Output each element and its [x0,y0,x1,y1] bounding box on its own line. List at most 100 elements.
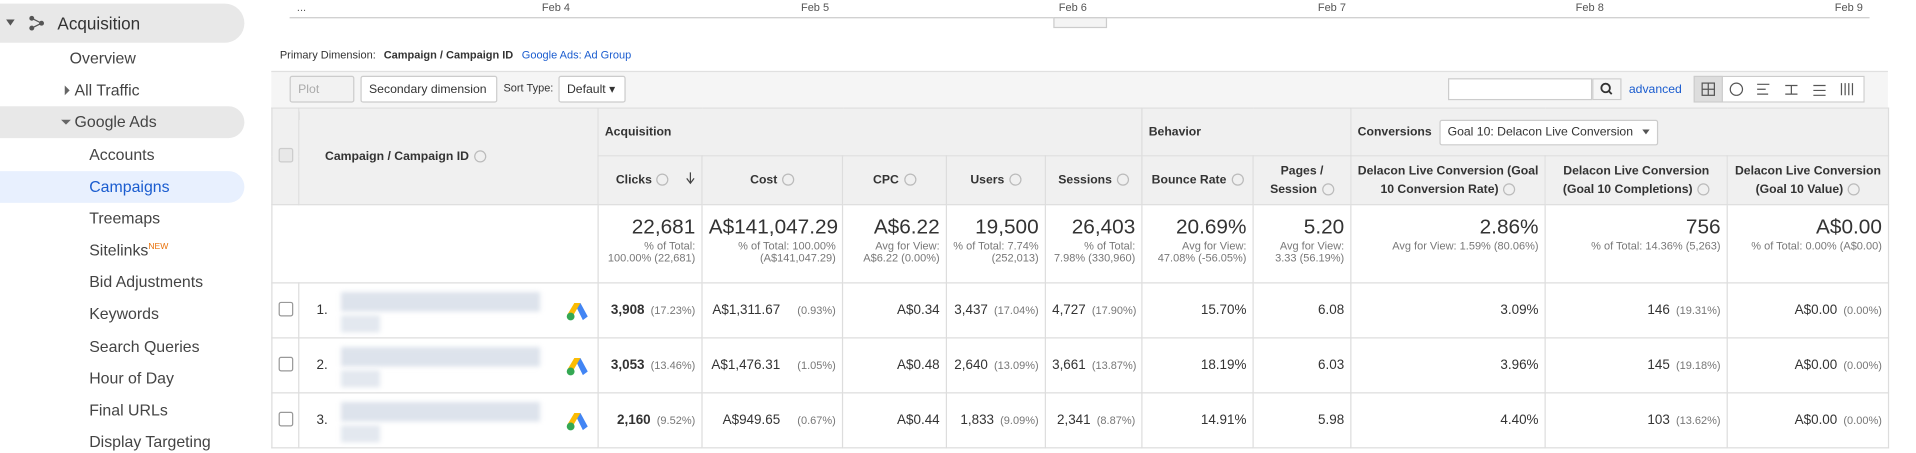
total-value: 19,500 [975,215,1039,239]
metric-share: (0.00%) [1843,359,1882,372]
group-header: Conversions Goal 10: Delacon Live Convers… [1350,107,1890,157]
timeline-handle[interactable] [1053,17,1108,29]
checkbox[interactable] [278,301,294,316]
total-value: 20.69% [1175,215,1247,239]
timeline-label: Feb 5 [800,1,830,14]
column-header[interactable]: Delacon Live Conversion (Goal 10 Convers… [1350,155,1546,206]
secondary-dimension-dropdown[interactable]: Secondary dimension ▾ [360,75,498,123]
total-cell: A$0.00% of Total: 0.00% (A$0.00) [1726,204,1890,284]
nav-item[interactable]: Accounts [89,145,155,164]
column-header[interactable]: Users [945,155,1046,206]
totals-spacer [271,204,599,284]
nav-item[interactable]: Keywords [89,304,159,323]
google-ads-logo [566,301,590,325]
metric-cell: 2,160 (9.52%) [597,392,703,449]
checkbox[interactable] [278,147,294,162]
metric-cell: 2,341 (8.87%) [1044,392,1143,449]
nav-item[interactable]: Bid Adjustments [89,272,204,291]
metric-value: 103 [1647,413,1670,428]
nav-item[interactable]: Treemaps [89,208,161,228]
dimension-header-text: Campaign / Campaign ID [325,149,469,164]
column-header[interactable]: Bounce Rate [1141,155,1254,206]
metric-share: (17.04%) [994,304,1039,317]
metric-value: 4.40% [1500,413,1539,428]
view-switcher[interactable] [1693,75,1865,103]
ads-icon [566,303,588,321]
header-row: Campaign / Campaign ID Acquisition Behavio… [271,107,1890,206]
data-row: 1. 3,908 (17.23%) A$1,311.67 (0.93%) A$0.34 3,… [271,282,1890,339]
dropdown-text: Default [566,83,606,97]
nav-item[interactable]: Search Queries [89,337,200,356]
column-header-text: Delacon Live Conversion (Goal 10 Convers… [1357,164,1539,197]
metric-value: 3,661 [1052,358,1086,373]
caret [61,119,71,125]
nav-item[interactable]: Display Targeting [89,432,211,451]
metric-cell: 1,833 (9.09%) [945,392,1046,449]
search-input[interactable] [1447,78,1593,101]
nav-item[interactable]: Google Ads [74,112,157,131]
metric-value: A$0.48 [897,358,940,373]
column-header[interactable]: CPC [841,155,948,206]
nav-item[interactable]: Campaigns [89,177,170,196]
total-cell: 26,403% of Total: 7.98% (330,960) [1044,204,1143,284]
metric-value: 2,640 [954,358,988,373]
column-header[interactable]: Delacon Live Conversion (Goal 10 Complet… [1544,155,1728,206]
metric-share: (9.09%) [1000,414,1039,427]
nav-item[interactable]: Final URLs [89,400,168,420]
campaign-cell: 1. [298,282,599,339]
metric-cell: A$0.34 [841,282,948,339]
nav-item[interactable]: Overview [69,48,136,68]
new-badge: NEW [148,242,169,252]
plot-rows-button[interactable]: Plot Rows [289,75,355,123]
metric-value: 3,437 [954,303,988,318]
column-header-text: Pages / Session [1270,164,1324,197]
help-icon [1697,183,1710,196]
total-cell: 5.20 Avg for View: 3.33 (56.19%) [1252,204,1352,284]
metric-cell: A$949.65 (0.67%) [701,392,844,449]
goal-dropdown[interactable]: Goal 10: Delacon Live Conversion [1439,119,1659,145]
column-header-text: Clicks [615,173,652,187]
column-header[interactable]: Clicks [597,155,703,206]
checkbox[interactable] [278,356,294,371]
goal-dropdown-text: Goal 10: Delacon Live Conversion [1447,125,1634,139]
data-table: Campaign / Campaign ID Acquisition Behavio… [271,107,1890,449]
column-header[interactable]: Pages / Session [1252,155,1352,206]
nav-item[interactable]: All Traffic [74,80,140,99]
metric-value: 15.70% [1200,303,1247,318]
metric-share: (13.87%) [1091,359,1137,372]
total-cell: A$141,047.29% of Total: 100.00% (A$141,0… [701,204,844,284]
primary-dimension-link[interactable]: Google Ads: Ad Group [521,48,632,62]
sort-type-dropdown[interactable]: Default ▾ [558,75,626,103]
metric-cell: 3,437 (17.04%) [945,282,1046,339]
column-header-text: Users [970,173,1005,187]
column-header[interactable]: Delacon Live Conversion (Goal 10 Value) [1726,155,1890,206]
group-title: Conversions [1357,125,1432,139]
metric-cell: 103 (13.62%) [1544,392,1728,449]
checkbox[interactable] [278,411,294,426]
group-title: Behavior [1148,125,1201,139]
metric-value: 4,727 [1052,303,1086,318]
nav-item[interactable]: SitelinksNEW [89,240,169,260]
advanced-link[interactable]: advanced [1628,83,1682,97]
total-value: 5.20 [1303,215,1345,239]
metric-cell: 3,908 (17.23%) [597,282,703,339]
item-highlight [0,106,245,139]
help-icon [1848,183,1861,196]
metric-cell: 3,661 (13.87%) [1044,337,1143,394]
row-index: 3. [316,413,328,428]
help-icon [782,173,795,187]
row-index: 1. [316,303,328,318]
dropdown-text: Secondary dimension [369,83,487,97]
metric-value: A$0.34 [897,303,940,318]
metric-cell: 6.03 [1252,337,1352,394]
nav-item[interactable]: Hour of Day [89,369,174,388]
header-row: Clicks Cost CPC Users Sessions Bounce Rate Pag… [272,155,1890,206]
search-button[interactable] [1592,78,1622,101]
metric-value: 145 [1647,358,1670,373]
metric-cell: 5.98 [1252,392,1352,449]
metric-value: A$1,311.67 [712,303,781,318]
metric-value: 2,341 [1056,413,1091,428]
column-header[interactable]: Cost [701,155,844,206]
column-header[interactable]: Sessions [1044,155,1143,206]
section-title[interactable]: Acquisition [57,13,141,33]
